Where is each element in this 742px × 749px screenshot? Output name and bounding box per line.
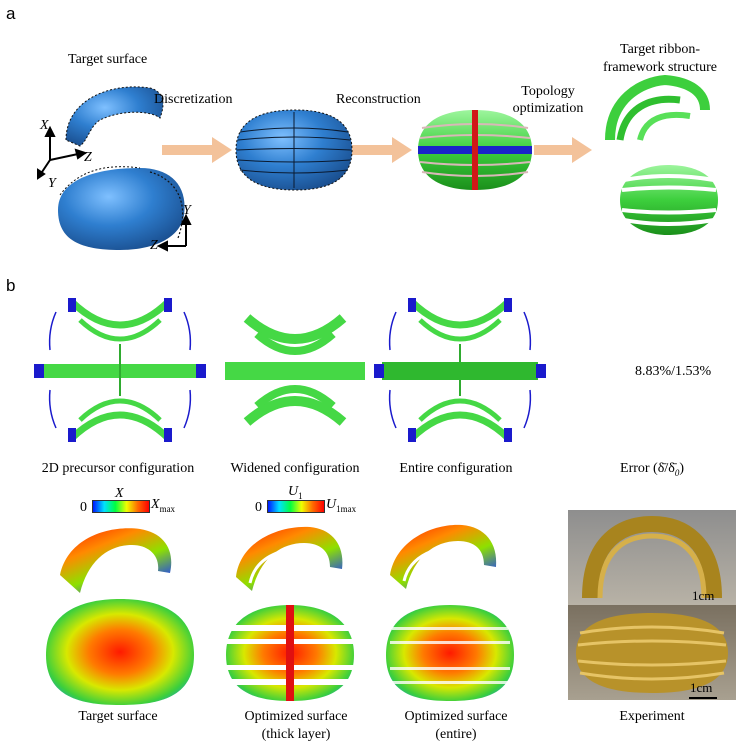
scalebar-2 [689, 697, 717, 699]
axes-upper-icon [37, 125, 88, 180]
scalebar-2-label: 1cm [690, 680, 713, 695]
config-2d-precursor [34, 298, 206, 442]
cbar-x-max: Xmax [151, 497, 176, 514]
label-target-ribbon-1: Target ribbon- [619, 42, 701, 57]
ribbon-framework-shape [605, 74, 718, 235]
label-optimized-entire-2: (entire) [435, 727, 477, 742]
config-entire [374, 298, 546, 442]
label-topology-2: optimization [512, 101, 584, 116]
label-experiment: Experiment [619, 709, 685, 724]
label-discretization: Discretization [154, 92, 233, 107]
cbar-x-var: X [115, 486, 124, 501]
axis-z-label-upper: Z [84, 150, 92, 165]
label-entire: Entire configuration [399, 461, 513, 476]
reconstructed-shape [418, 110, 532, 190]
panel-b-configs [34, 298, 546, 442]
label-optimized-thick-1: Optimized surface [244, 709, 348, 724]
target-surface-shape [58, 86, 185, 250]
label-widened: Widened configuration [230, 461, 360, 476]
discretized-shape [235, 109, 353, 191]
label-2d-precursor: 2D precursor configuration [41, 461, 195, 476]
label-target-ribbon-2: framework structure [603, 60, 717, 75]
label-error: Error (δ̄/δ̄0) [620, 461, 684, 478]
cbar-u-max: U1max [326, 497, 357, 514]
axis-z-label-lower: Z [150, 238, 158, 253]
scalebar-1-label: 1cm [692, 588, 715, 603]
colorbar-x [92, 500, 150, 513]
label-topology-1: Topology [521, 84, 575, 99]
target-surface-colormap [46, 528, 194, 705]
config-widened [225, 314, 365, 426]
process-arrows [162, 137, 592, 163]
label-target-surface-b: Target surface [78, 709, 158, 724]
label-reconstruction: Reconstruction [336, 92, 421, 107]
label-optimized-thick-2: (thick layer) [261, 727, 331, 742]
colorbar-u [267, 500, 325, 513]
experiment-photo-arch [568, 510, 736, 605]
cbar-u-min: 0 [255, 500, 262, 515]
panel-b-surfaces [46, 524, 514, 705]
label-optimized-entire-1: Optimized surface [404, 709, 508, 724]
panel-label-b: b [6, 276, 16, 295]
label-target-surface-a: Target surface [68, 52, 148, 67]
axis-y-label-lower: Y [183, 203, 191, 218]
error-value: 8.83%/1.53% [635, 364, 712, 379]
panel-label-a: a [6, 4, 16, 23]
cbar-u-var: U1 [288, 484, 303, 501]
axis-y-label-upper: Y [48, 176, 56, 191]
ribbon-lower [620, 165, 718, 235]
optimized-entire-colormap [386, 524, 514, 701]
cbar-x-min: 0 [80, 500, 87, 515]
experiment-photo-body [568, 605, 736, 700]
panel-a-graphics [37, 74, 718, 252]
optimized-thick-colormap [226, 526, 354, 701]
axis-x-label: X [40, 118, 49, 133]
axes-lower-icon [156, 213, 192, 252]
